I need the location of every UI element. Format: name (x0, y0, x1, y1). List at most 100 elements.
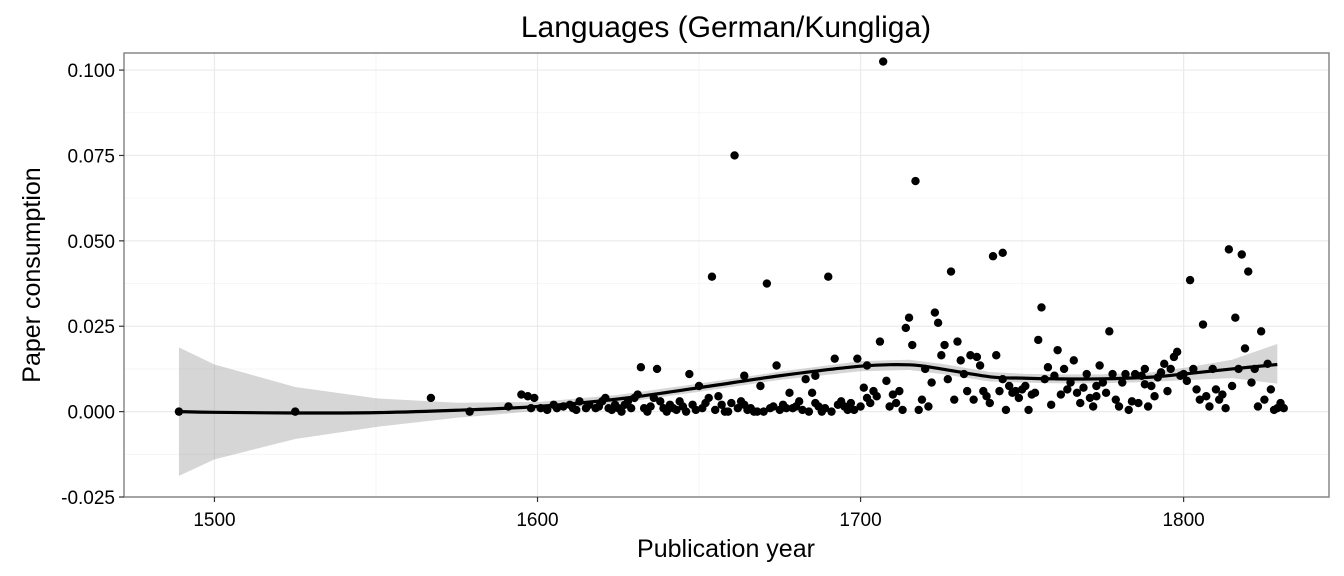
data-point (866, 398, 875, 408)
data-point (969, 395, 978, 404)
data-point (1198, 320, 1208, 329)
data-point (1182, 376, 1192, 386)
data-point (1260, 395, 1269, 404)
data-point (1124, 405, 1133, 415)
data-point (1069, 356, 1078, 365)
data-point (982, 392, 991, 401)
data-point (1111, 395, 1120, 404)
data-point (1189, 364, 1198, 374)
data-point (707, 272, 717, 281)
data-point (756, 381, 765, 391)
data-point (1127, 397, 1137, 406)
data-point (1004, 381, 1014, 391)
data-point (804, 407, 814, 416)
data-point (1034, 335, 1043, 345)
data-point (1121, 369, 1130, 379)
data-point (895, 386, 904, 396)
data-point (875, 337, 885, 346)
data-point (1231, 313, 1240, 322)
data-point (1011, 386, 1020, 396)
data-point (1043, 363, 1053, 372)
x-tick-label: 1500 (193, 510, 235, 531)
data-point (1082, 369, 1091, 379)
y-tick-label: -0.025 (61, 488, 115, 509)
data-point (1114, 402, 1124, 411)
data-point (656, 397, 665, 406)
axes: 1500 1600 1700 1800 -0.025 0.000 0.025 0.050 0.0… (61, 61, 1205, 531)
data-point (704, 393, 713, 403)
y-tick-label: 0.075 (67, 146, 115, 167)
data-point (914, 405, 923, 415)
chart-title: Languages (German/Kungliga) (521, 11, 931, 44)
data-point (714, 392, 723, 401)
data-point (1092, 381, 1101, 391)
data-point (956, 356, 965, 365)
data-point (908, 340, 917, 350)
data-point (1147, 381, 1156, 391)
x-tick-label: 1800 (1162, 510, 1204, 531)
data-point (691, 405, 701, 415)
data-point (843, 405, 852, 415)
data-point (1195, 395, 1204, 404)
data-point (759, 407, 768, 416)
data-point (972, 352, 982, 362)
data-point (1130, 369, 1140, 379)
data-point (1172, 347, 1182, 357)
points-layer (174, 57, 1288, 416)
data-point (872, 392, 881, 401)
data-point (1218, 390, 1227, 399)
data-point (1030, 388, 1040, 398)
data-point (1108, 369, 1117, 379)
data-point (1092, 392, 1101, 401)
data-point (1088, 402, 1098, 411)
data-point (930, 308, 940, 317)
data-point (1118, 378, 1127, 387)
data-point (1079, 383, 1088, 392)
data-point (727, 398, 736, 408)
data-point (733, 404, 743, 413)
data-point (1063, 385, 1072, 394)
data-point (723, 407, 733, 416)
data-point (1227, 381, 1237, 391)
data-point (681, 407, 691, 416)
data-point (911, 176, 920, 186)
data-point (885, 402, 894, 411)
data-point (1202, 392, 1211, 401)
data-point (543, 405, 552, 415)
data-point (672, 405, 681, 415)
data-point (1224, 245, 1234, 254)
data-point (888, 390, 898, 399)
data-point (995, 386, 1004, 396)
data-point (824, 272, 833, 281)
data-point (772, 361, 781, 370)
data-point (1140, 364, 1150, 374)
data-point (1150, 392, 1159, 401)
data-point (1163, 386, 1172, 396)
data-point (1024, 405, 1033, 415)
data-point (1205, 402, 1214, 411)
data-point (1237, 250, 1246, 259)
data-point (917, 395, 927, 404)
data-point (1266, 385, 1276, 394)
data-point (627, 404, 636, 413)
data-point (878, 57, 888, 66)
data-point (1072, 388, 1082, 398)
data-point (943, 374, 952, 384)
data-point (801, 374, 810, 384)
data-point (1140, 380, 1150, 389)
data-point (962, 386, 972, 396)
data-point (710, 405, 720, 415)
data-point (1221, 404, 1230, 413)
data-point (856, 402, 865, 411)
data-point (1105, 327, 1114, 336)
data-point (646, 402, 655, 411)
data-point (730, 151, 739, 160)
data-point (927, 378, 936, 387)
data-point (662, 407, 671, 416)
data-point (1046, 400, 1056, 409)
data-point (853, 354, 862, 363)
data-point (975, 361, 985, 370)
smooth-line-layer (178, 362, 1278, 415)
